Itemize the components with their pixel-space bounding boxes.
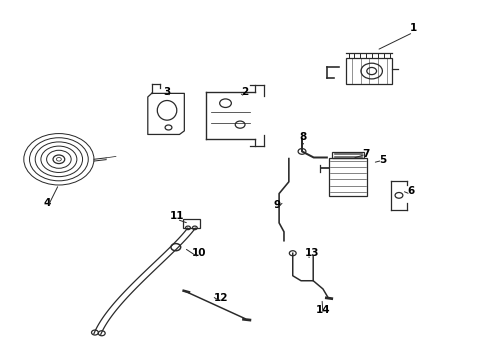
Text: 5: 5: [379, 156, 386, 165]
Text: 3: 3: [164, 87, 171, 98]
Text: 10: 10: [192, 248, 206, 258]
Text: 2: 2: [242, 87, 248, 98]
Text: 11: 11: [170, 211, 184, 221]
Text: 13: 13: [305, 248, 319, 258]
Text: 1: 1: [410, 23, 416, 33]
Text: 8: 8: [300, 132, 307, 142]
Text: 6: 6: [407, 186, 414, 196]
Bar: [346, 58, 392, 85]
Text: 9: 9: [273, 200, 280, 210]
Text: 4: 4: [44, 198, 51, 208]
Text: 7: 7: [362, 149, 369, 159]
Bar: [332, 152, 365, 158]
Bar: [183, 219, 200, 228]
Bar: [329, 158, 368, 196]
Text: 14: 14: [316, 305, 330, 315]
Text: 12: 12: [213, 293, 228, 303]
